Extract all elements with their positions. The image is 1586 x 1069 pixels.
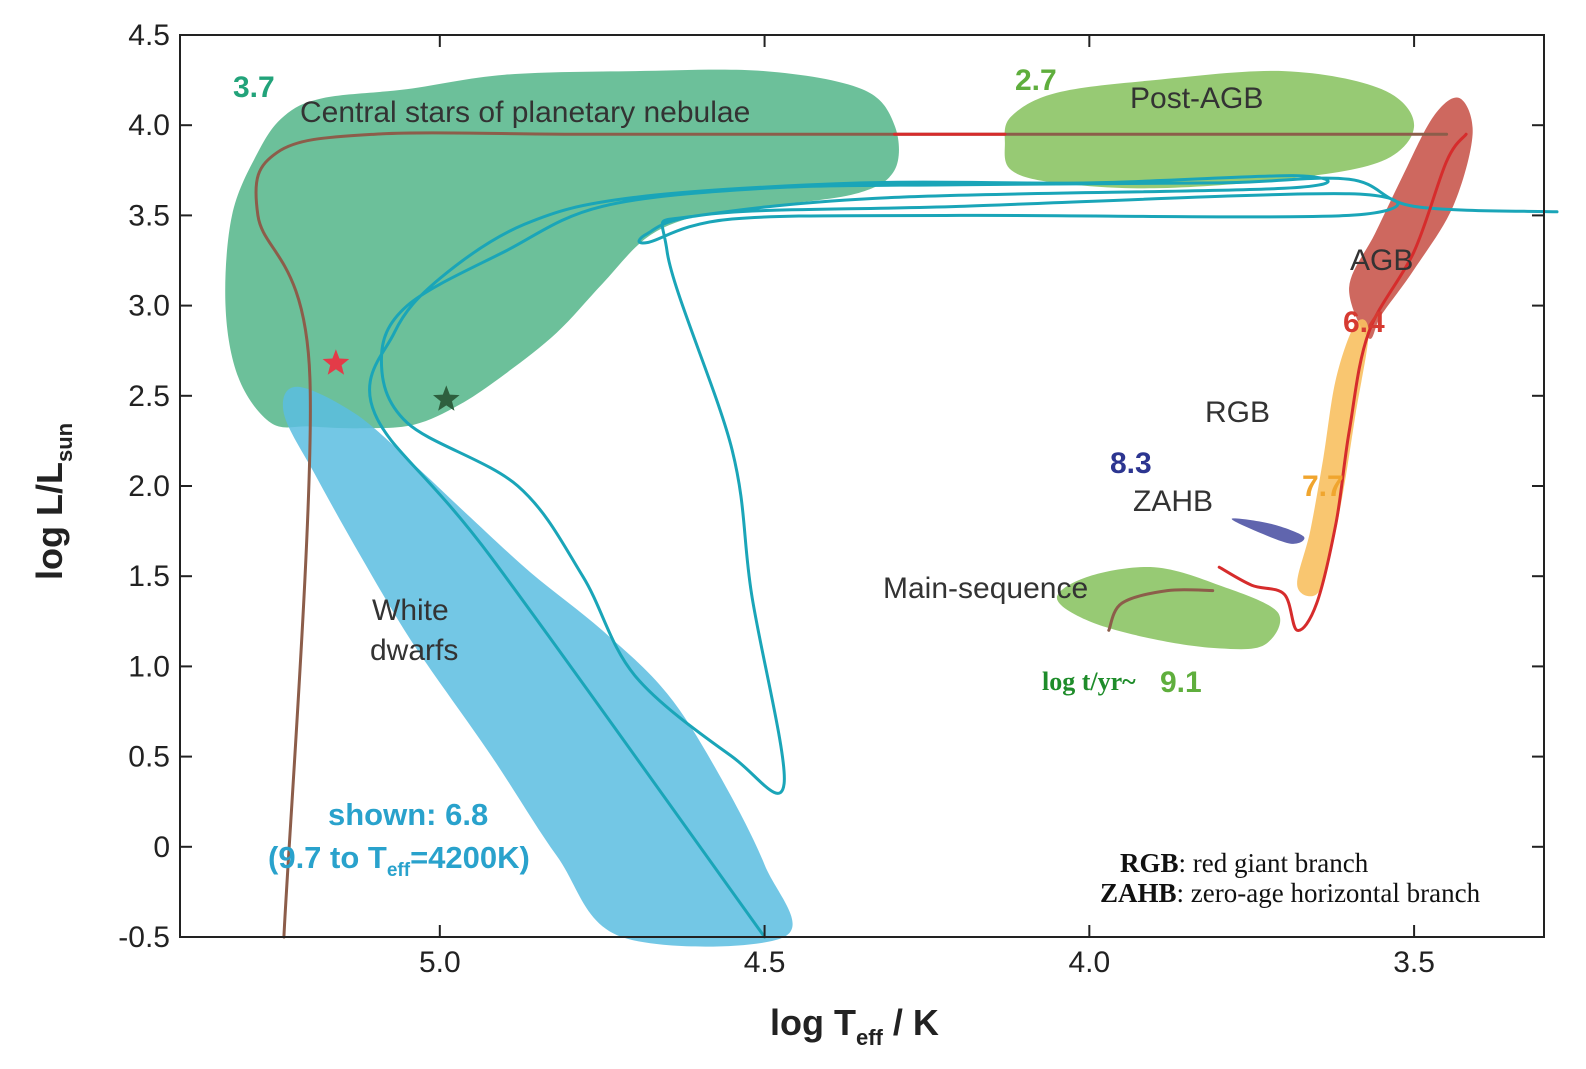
cspn-value-label: 3.7 — [233, 71, 275, 104]
ms-value-label: 9.1 — [1160, 666, 1202, 699]
main-sequence-region — [1056, 566, 1281, 650]
legend-notes: RGB: red giant branch ZAHB: zero-age hor… — [1100, 848, 1481, 908]
y-tick-label: -0.5 — [118, 921, 170, 954]
rgb-region-label: RGB — [1205, 396, 1270, 429]
cspn-region — [225, 69, 899, 429]
y-tick-label: 1.5 — [128, 560, 170, 593]
x-tick-label: 5.0 — [419, 946, 461, 979]
x-tick-label: 3.5 — [1393, 946, 1435, 979]
postagb-value-label: 2.7 — [1015, 64, 1057, 97]
ms-region-label: Main-sequence — [883, 572, 1088, 605]
y-tick-label: 4.5 — [128, 19, 170, 52]
y-tick-label: 2.5 — [128, 380, 170, 413]
wd-value-label-2a: (9.7 to T — [268, 840, 387, 875]
agb-value-label: 6.4 — [1343, 306, 1385, 339]
red-star-marker — [322, 349, 350, 375]
legend-note-rgb-term: RGB — [1120, 848, 1179, 878]
legend-note-rgb: RGB: red giant branch — [1120, 848, 1369, 878]
y-tick-label: 0.5 — [128, 741, 170, 774]
blue-evolutionary-track — [368, 174, 1559, 939]
y-tick-label: 2.0 — [128, 470, 170, 503]
rgb-value-label: 7.7 — [1302, 470, 1344, 503]
zahb-value-label: 8.3 — [1110, 447, 1152, 480]
y-axis-label: log L/Lsun — [29, 423, 77, 580]
wd-value-label-2-sub: eff — [387, 860, 411, 881]
dark-green-star-marker — [433, 385, 460, 411]
wd-value-label-2: (9.7 to Teff=4200K) — [268, 840, 530, 881]
y-axis-label-sub: sun — [52, 423, 77, 462]
white-dwarf-region — [282, 386, 793, 947]
ms-value-prefix: log t/yr~ — [1042, 667, 1136, 696]
wd-region-label-line1: White — [372, 594, 449, 627]
postagb-region-label: Post-AGB — [1130, 82, 1263, 115]
tracks-layer — [254, 131, 1559, 939]
y-tick-label: 4.0 — [128, 109, 170, 142]
x-axis-label-sub: eff — [856, 1025, 884, 1050]
x-axis-label-main: log T — [770, 1002, 856, 1043]
y-tick-label: 0 — [153, 831, 170, 864]
wd-value-label: shown: 6.8 — [328, 797, 488, 832]
wd-value-label-2b: =4200K) — [410, 840, 530, 875]
red-giant-track — [1217, 132, 1468, 632]
main-sequence-track — [1107, 588, 1215, 632]
region-labels: 3.7 Central stars of planetary nebulae 2… — [233, 64, 1413, 881]
legend-note-rgb-desc: : red giant branch — [1179, 848, 1369, 878]
legend-note-zahb: ZAHB: zero-age horizontal branch — [1100, 878, 1481, 908]
x-tick-label: 4.5 — [744, 946, 786, 979]
agb-region — [1349, 97, 1473, 339]
zahb-region — [1231, 518, 1305, 544]
markers-layer — [322, 349, 460, 411]
rgb-region — [1297, 319, 1369, 597]
wd-region-label-line2: dwarfs — [370, 634, 458, 667]
y-tick-label: 1.0 — [128, 650, 170, 683]
x-tick-label: 4.0 — [1068, 946, 1110, 979]
x-axis-label: log Teff / K — [770, 1002, 939, 1050]
y-ticks: 4.5 4.0 3.5 3.0 2.5 2.0 1.5 1.0 0.5 0 -0.5 — [118, 19, 1544, 954]
x-ticks: 5.0 4.5 4.0 3.5 — [419, 35, 1435, 979]
cspn-track — [254, 131, 1449, 939]
legend-note-zahb-term: ZAHB — [1100, 878, 1177, 908]
y-tick-label: 3.5 — [128, 199, 170, 232]
y-tick-label: 3.0 — [128, 290, 170, 323]
regions-layer — [225, 69, 1473, 947]
y-axis-label-main: log L/L — [29, 462, 70, 580]
post-agb-region — [1004, 70, 1415, 189]
legend-note-zahb-desc: : zero-age horizontal branch — [1177, 878, 1481, 908]
x-axis-label-tail: / K — [883, 1002, 939, 1043]
cspn-region-label: Central stars of planetary nebulae — [300, 96, 750, 129]
zahb-region-label: ZAHB — [1133, 485, 1213, 518]
agb-region-label: AGB — [1350, 244, 1413, 277]
